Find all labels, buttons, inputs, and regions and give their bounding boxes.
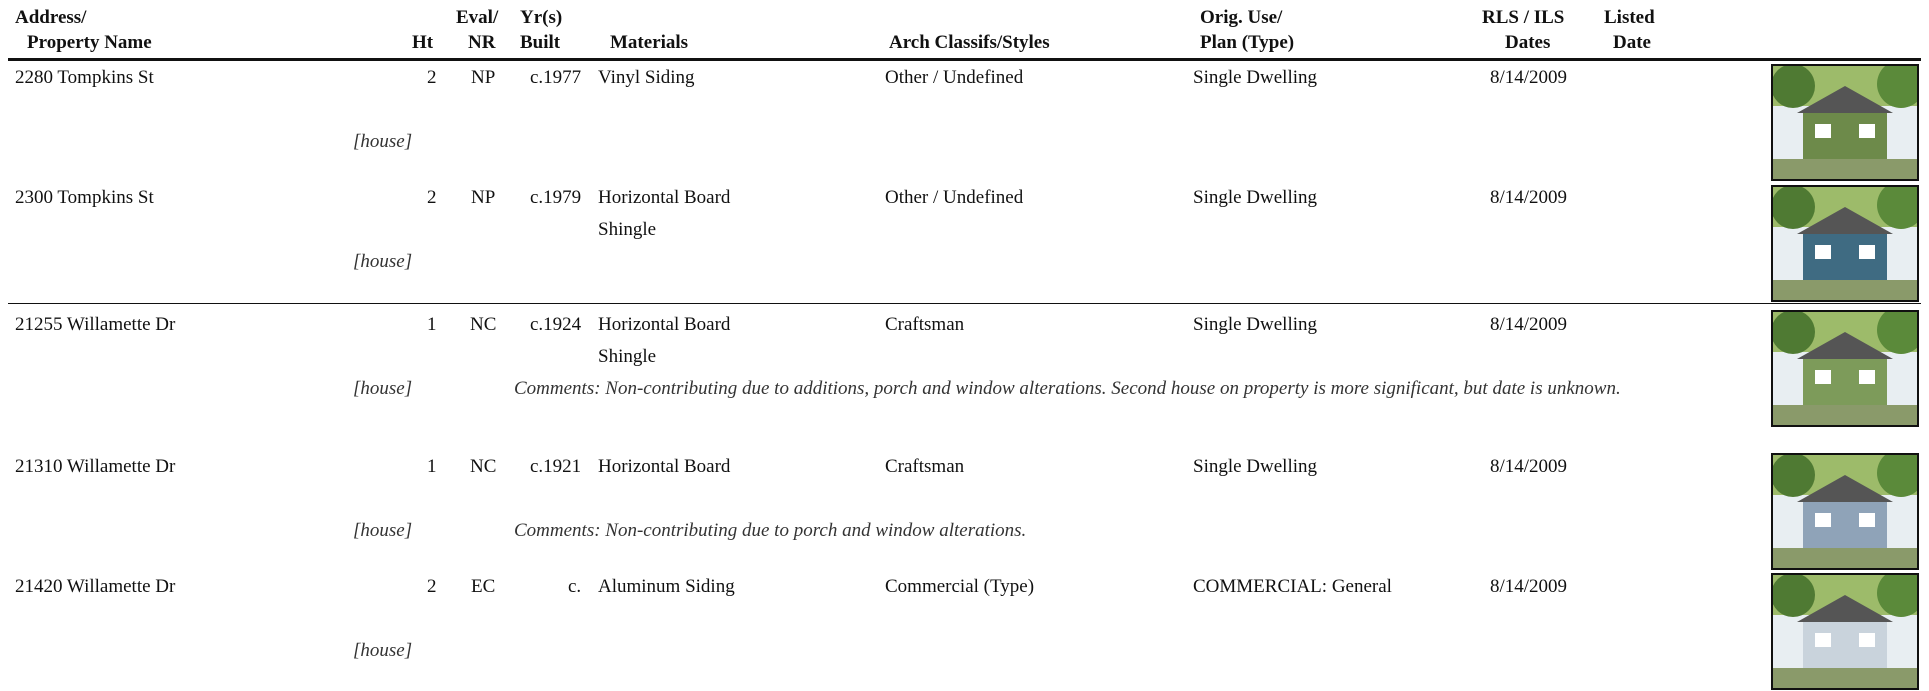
material: Shingle	[598, 219, 657, 240]
photo-image	[1771, 449, 1925, 568]
address: 21310 Willamette Dr	[15, 456, 176, 477]
rls-date: 8/14/2009	[1490, 576, 1568, 597]
material: Shingle	[598, 346, 657, 367]
evaluation: NC	[470, 456, 497, 477]
arch-style: Craftsman	[885, 456, 965, 477]
header-arch: Arch Classifs/Styles	[889, 32, 1050, 53]
property-name: [house]	[353, 640, 413, 661]
height: 2	[427, 576, 437, 597]
photo-image	[1771, 181, 1925, 300]
comments: Comments: Non-contributing due to additi…	[514, 378, 1621, 399]
year-built: c.1977	[530, 67, 582, 88]
property-name: [house]	[353, 520, 413, 541]
rls-date: 8/14/2009	[1490, 314, 1568, 335]
material: Horizontal Board	[598, 314, 731, 335]
rls-date: 8/14/2009	[1490, 67, 1568, 88]
height: 1	[427, 456, 437, 477]
original-use: Single Dwelling	[1193, 314, 1318, 335]
property-name: [house]	[353, 251, 413, 272]
original-use: COMMERCIAL: General	[1193, 576, 1392, 597]
address: 21255 Willamette Dr	[15, 314, 176, 335]
header-date: Date	[1613, 32, 1651, 53]
height: 1	[427, 314, 437, 335]
header-ht: Ht	[412, 32, 434, 53]
arch-style: Other / Undefined	[885, 67, 1024, 88]
photo	[1771, 449, 1925, 570]
header-materials: Materials	[610, 32, 689, 53]
material: Vinyl Siding	[598, 67, 695, 88]
evaluation: EC	[471, 576, 496, 597]
material: Horizontal Board	[598, 456, 731, 477]
address: 2300 Tompkins St	[15, 187, 154, 208]
photo-image	[1771, 306, 1925, 425]
photo-image	[1771, 569, 1925, 688]
header-eval: Eval/	[456, 7, 499, 28]
header-yrs: Yr(s)	[520, 7, 563, 28]
rls-date: 8/14/2009	[1490, 456, 1568, 477]
height: 2	[427, 187, 437, 208]
property-name: [house]	[353, 131, 413, 152]
header-dates: Dates	[1505, 32, 1551, 53]
height: 2	[427, 67, 437, 88]
header-property-name: Property Name	[27, 32, 152, 53]
year-built: c.1979	[530, 187, 582, 208]
comments: Comments: Non-contributing due to porch …	[514, 520, 1027, 541]
material: Aluminum Siding	[598, 576, 735, 597]
property-name: [house]	[353, 378, 413, 399]
original-use: Single Dwelling	[1193, 67, 1318, 88]
arch-style: Other / Undefined	[885, 187, 1024, 208]
material: Horizontal Board	[598, 187, 731, 208]
photo	[1771, 306, 1925, 427]
header-rls: RLS / ILS	[1482, 7, 1565, 28]
evaluation: NP	[471, 187, 496, 208]
address: 2280 Tompkins St	[15, 67, 154, 88]
header-plan: Plan (Type)	[1200, 32, 1295, 53]
evaluation: NC	[470, 314, 497, 335]
header-address: Address/	[15, 7, 87, 28]
year-built: c.	[568, 576, 582, 597]
header-nr: NR	[468, 32, 496, 53]
rls-date: 8/14/2009	[1490, 187, 1568, 208]
header-built: Built	[520, 32, 561, 53]
photo	[1771, 60, 1925, 181]
header-rule	[8, 58, 1921, 61]
header-listed: Listed	[1604, 7, 1655, 28]
arch-style: Commercial (Type)	[885, 576, 1035, 597]
header-orig-use: Orig. Use/	[1200, 7, 1283, 28]
address: 21420 Willamette Dr	[15, 576, 176, 597]
photo-image	[1771, 60, 1925, 179]
evaluation: NP	[471, 67, 496, 88]
original-use: Single Dwelling	[1193, 187, 1318, 208]
photo	[1771, 569, 1925, 690]
year-built: c.1921	[530, 456, 582, 477]
year-built: c.1924	[530, 314, 582, 335]
original-use: Single Dwelling	[1193, 456, 1318, 477]
arch-style: Craftsman	[885, 314, 965, 335]
group-rule	[8, 303, 1921, 304]
photo	[1771, 181, 1925, 302]
